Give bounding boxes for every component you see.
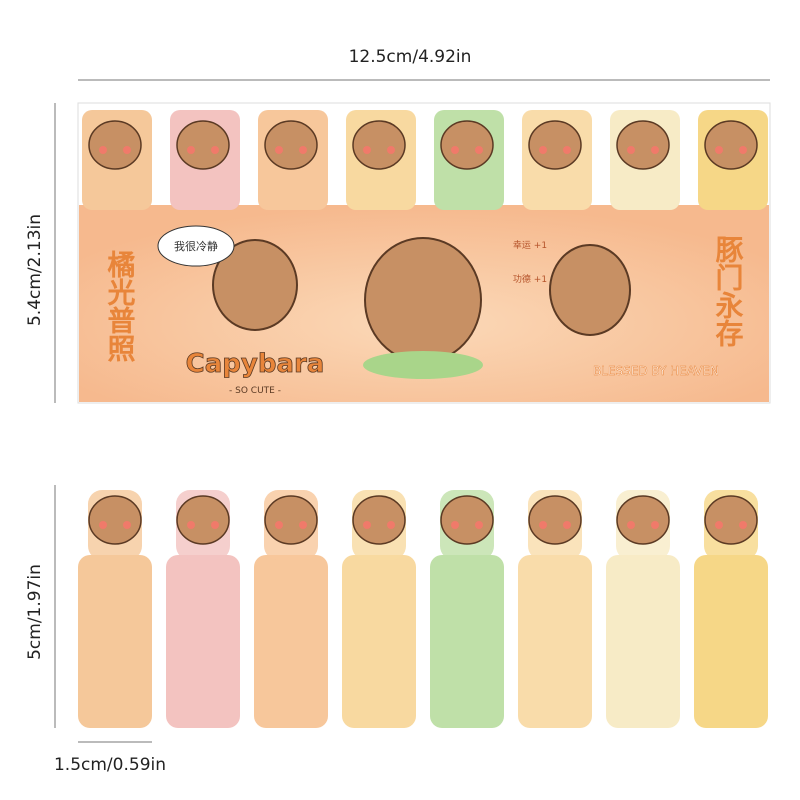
- bubble-text: 我很冷静: [174, 239, 218, 253]
- width-label: 12.5cm/4.92in: [349, 47, 472, 67]
- cheek: [739, 146, 747, 154]
- tab: [342, 555, 416, 728]
- cheek: [187, 146, 195, 154]
- cheek: [651, 146, 659, 154]
- tab-capybara: [264, 120, 318, 170]
- cheek: [211, 521, 219, 529]
- blessing: BLESSED BY HEAVEN: [593, 364, 719, 378]
- tagline: - SO CUTE -: [229, 386, 281, 396]
- cheek: [563, 146, 571, 154]
- cheek: [211, 146, 219, 154]
- tab-capybara: [528, 120, 582, 170]
- tab: [430, 555, 504, 728]
- cheek: [275, 146, 283, 154]
- cheek: [99, 521, 107, 529]
- left-slogan: 橘光普照: [104, 250, 137, 363]
- cheek: [475, 146, 483, 154]
- cheek: [275, 521, 283, 529]
- cheek: [299, 521, 307, 529]
- cheek: [539, 521, 547, 529]
- tab-width-label: 1.5cm/0.59in: [54, 755, 166, 775]
- capybara: [364, 237, 482, 363]
- tab-height-label: 5cm/1.97in: [25, 564, 45, 660]
- cheek: [99, 146, 107, 154]
- cheek: [539, 146, 547, 154]
- cheek: [739, 521, 747, 529]
- tab-capybara: [616, 495, 670, 545]
- tab-capybara: [440, 120, 494, 170]
- tab-capybara: [264, 495, 318, 545]
- tab: [694, 555, 768, 728]
- height-label: 5.4cm/2.13in: [25, 214, 45, 326]
- cheek: [651, 521, 659, 529]
- tab-capybara: [528, 495, 582, 545]
- tab-capybara: [176, 495, 230, 545]
- cheek: [563, 521, 571, 529]
- tab: [254, 555, 328, 728]
- cheek: [187, 521, 195, 529]
- tab-capybara: [176, 120, 230, 170]
- lily-pad: [363, 351, 483, 379]
- right-slogan: 豚门永存: [712, 235, 745, 347]
- capybara: [549, 244, 631, 336]
- tab-set: [78, 490, 768, 728]
- cheek: [715, 521, 723, 529]
- tab-capybara: [704, 495, 758, 545]
- tab: [518, 555, 592, 728]
- brand: Capybara: [186, 349, 325, 379]
- cheek: [363, 521, 371, 529]
- merit-text: 功德 +1: [513, 273, 547, 285]
- tab-capybara: [704, 120, 758, 170]
- tab-capybara: [352, 495, 406, 545]
- tab-capybara: [88, 120, 142, 170]
- cheek: [387, 521, 395, 529]
- tab-capybara: [440, 495, 494, 545]
- cheek: [627, 146, 635, 154]
- luck-text: 幸运 +1: [513, 240, 547, 251]
- cheek: [387, 146, 395, 154]
- cheek: [451, 521, 459, 529]
- cheek: [299, 146, 307, 154]
- tab-capybara: [352, 120, 406, 170]
- capybara: [212, 239, 298, 331]
- tab: [166, 555, 240, 728]
- tab-capybara: [616, 120, 670, 170]
- cheek: [123, 521, 131, 529]
- cheek: [451, 146, 459, 154]
- cheek: [475, 521, 483, 529]
- sheet-tabs: [82, 110, 768, 210]
- tab: [606, 555, 680, 728]
- cheek: [627, 521, 635, 529]
- cheek: [715, 146, 723, 154]
- cheek: [363, 146, 371, 154]
- cheek: [123, 146, 131, 154]
- tab-capybara: [88, 495, 142, 545]
- tab: [78, 555, 152, 728]
- speech-bubble: [157, 225, 235, 267]
